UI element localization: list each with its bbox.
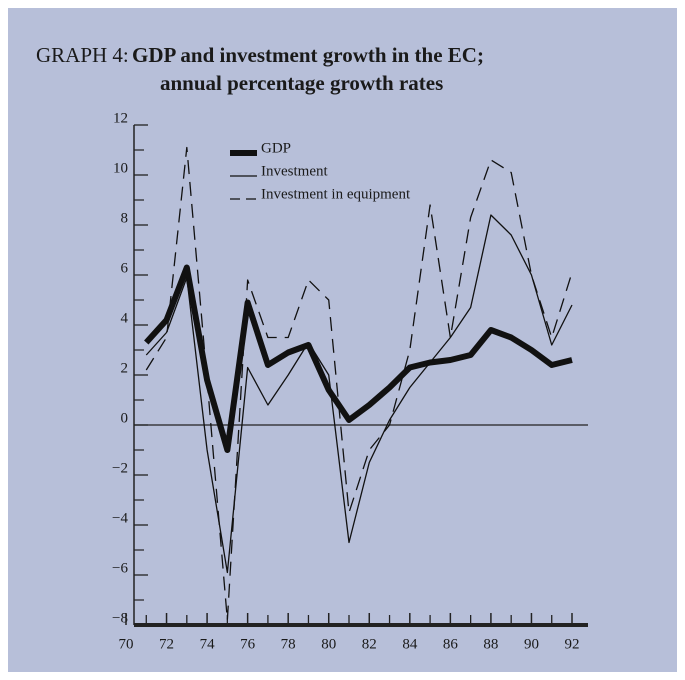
y-tick-label: 10 xyxy=(113,160,128,176)
x-tick-label: 74 xyxy=(200,636,216,652)
y-tick-label: −2 xyxy=(112,460,128,476)
x-tick-label: 92 xyxy=(565,636,580,652)
x-tick-label: 70 xyxy=(119,636,134,652)
y-tick-label: 12 xyxy=(113,110,128,126)
legend-label: GDP xyxy=(261,140,291,156)
series-line xyxy=(144,264,573,453)
x-tick-label: 78 xyxy=(281,636,296,652)
x-tick-label: 82 xyxy=(362,636,377,652)
chart-label: GRAPH 4: xyxy=(36,43,129,67)
x-tick-label: 72 xyxy=(159,636,174,652)
legend-label: Investment xyxy=(261,163,328,179)
y-tick-label: −4 xyxy=(112,510,128,526)
y-tick-label: 2 xyxy=(121,360,129,376)
x-tick-label: 86 xyxy=(443,636,459,652)
x-tick-label: 76 xyxy=(240,636,256,652)
y-tick-label: 6 xyxy=(121,260,129,276)
y-tick-label: 8 xyxy=(121,210,129,226)
y-tick-label: −8 xyxy=(112,610,128,626)
chart-title: annual percentage growth rates xyxy=(160,71,443,95)
y-tick-label: −6 xyxy=(112,560,128,576)
series-line xyxy=(145,146,573,621)
y-tick-label: 0 xyxy=(121,410,129,426)
x-tick-label: 84 xyxy=(402,636,418,652)
legend-label: Investment in equipment xyxy=(261,186,411,202)
series-line xyxy=(145,214,573,574)
panel xyxy=(8,8,677,672)
y-tick-label: 4 xyxy=(121,310,129,326)
x-tick-label: 88 xyxy=(483,636,498,652)
x-tick-label: 80 xyxy=(321,636,336,652)
x-tick-label: 90 xyxy=(524,636,539,652)
chart-title: GDP and investment growth in the EC; xyxy=(132,43,484,67)
